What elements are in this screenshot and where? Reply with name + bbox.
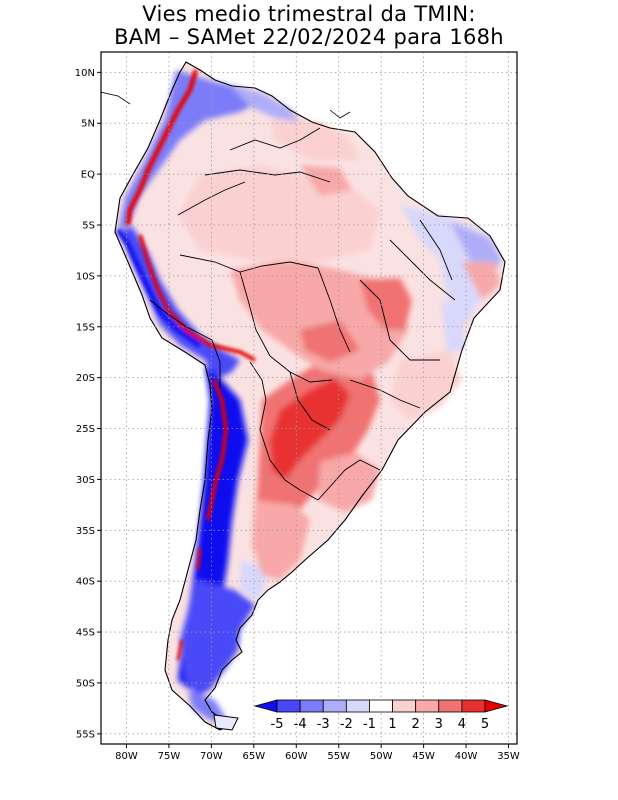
colorbar-swatch (276, 699, 301, 713)
colorbar-swatch (392, 699, 417, 713)
colorbar-swatch (369, 699, 393, 713)
colorbar-swatch (415, 699, 440, 713)
lat-tick-label: 30S (76, 475, 95, 486)
lat-tick-label: 5S (82, 221, 95, 232)
colorbar-swatch (322, 699, 347, 713)
lon-tick-label: 65W (243, 751, 266, 762)
lon-tick-label: 35W (497, 751, 520, 762)
lat-tick-label: 5N (81, 119, 95, 130)
lon-tick-label: 40W (455, 751, 478, 762)
lat-tick-label: 40S (76, 577, 95, 588)
lat-tick-label: 45S (76, 628, 95, 639)
colorbar-label: -3 (317, 717, 330, 732)
colorbar-label: 1 (388, 717, 396, 732)
colorbar-label: -5 (271, 717, 284, 732)
lat-tick-label: 15S (76, 322, 95, 333)
colorbar-swatch (461, 699, 486, 713)
lat-tick-label: 55S (76, 729, 95, 740)
colorbar-max-arrow (484, 699, 509, 713)
lat-tick-label: 25S (76, 424, 95, 435)
map-title-line2: BAM – SAMet 22/02/2024 para 168h (114, 25, 504, 49)
colorbar-label: -1 (363, 717, 376, 732)
lat-tick-label: 20S (76, 373, 95, 384)
lon-tick-label: 60W (285, 751, 308, 762)
lon-tick-label: 45W (412, 751, 435, 762)
lon-tick-label: 55W (327, 751, 350, 762)
lon-tick-label: 80W (115, 751, 138, 762)
lon-tick-label: 70W (200, 751, 223, 762)
colorbar-label: -2 (340, 717, 353, 732)
lat-tick-label: 35S (76, 526, 95, 537)
axis-ticks: 10N 5N EQ 5S 10S 15S 20S 25S 30S 35S 40S 45S 50S 55S 8… (75, 68, 520, 762)
lon-tick-label: 50W (370, 751, 393, 762)
lat-tick-label: EQ (81, 170, 95, 181)
colorbar-label: 4 (458, 717, 466, 732)
coastline (114, 61, 506, 731)
colorbar-label: 2 (412, 717, 420, 732)
colorbar-label: 5 (481, 717, 489, 732)
colorbar-swatch (345, 699, 370, 713)
map-title-line1: Vies medio trimestral da TMIN: (142, 2, 476, 26)
lon-tick-label: 75W (158, 751, 181, 762)
colorbar-swatch (438, 699, 463, 713)
colorbar-label: 3 (435, 717, 443, 732)
colorbar-min-arrow (253, 699, 278, 713)
colorbar-label: -4 (294, 717, 307, 732)
map-frame (100, 51, 518, 745)
country-borders (149, 127, 456, 501)
lat-tick-label: 10S (76, 271, 95, 282)
lat-tick-label: 50S (76, 678, 95, 689)
colorbar-swatch (299, 699, 324, 713)
graticule (101, 52, 517, 744)
colorbar: -5 -4 -3 -2 -1 1 2 3 4 5 (253, 699, 509, 732)
lat-tick-label: 10N (75, 68, 95, 79)
